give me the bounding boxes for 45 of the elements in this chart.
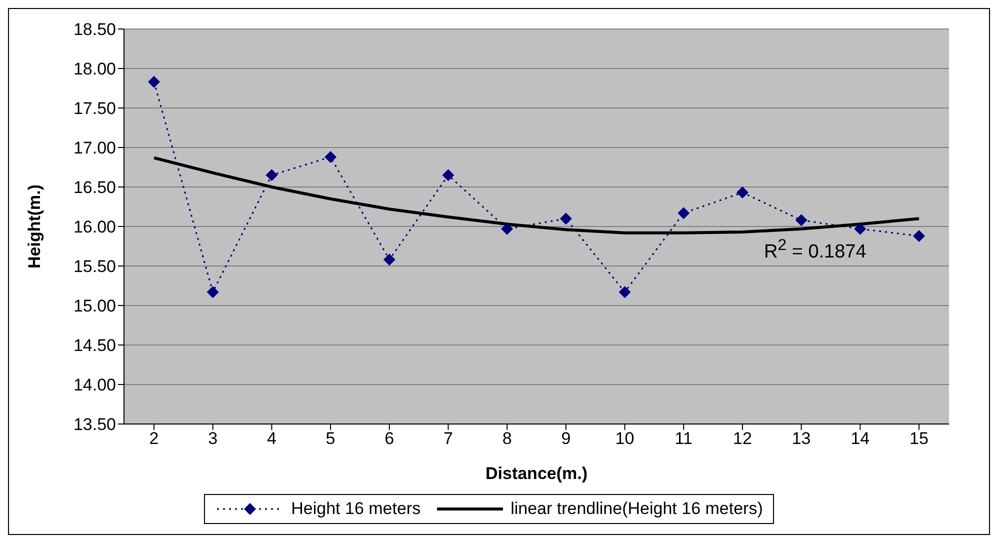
x-tick-label: 15	[910, 429, 928, 448]
point	[618, 286, 631, 298]
legend-label: Height 16 meters	[290, 499, 421, 519]
y-axis-title: Height(m.)	[25, 184, 44, 269]
point	[442, 169, 454, 182]
point	[266, 169, 278, 182]
point	[383, 254, 396, 266]
point	[678, 207, 690, 220]
x-axis-title: Distance(m.)	[485, 464, 588, 483]
x-tick-label: 7	[443, 429, 453, 448]
x-tick-label: 14	[850, 429, 870, 448]
y-tick-label: 18.00	[73, 60, 116, 79]
x-tick-label: 5	[326, 429, 336, 448]
y-tick-label: 15.00	[73, 296, 116, 316]
point	[736, 186, 748, 199]
x-tick-label: 11	[674, 429, 692, 448]
point	[560, 212, 572, 225]
x-tick-label: 12	[733, 429, 752, 448]
point	[501, 222, 514, 235]
x-tick-label: 6	[384, 429, 394, 448]
x-tick-label: 2	[149, 429, 159, 448]
y-tick-label: 16.00	[73, 218, 116, 237]
y-tick-label: 14.50	[73, 336, 116, 356]
x-tick-label: 9	[561, 429, 571, 448]
x-tick-label: 3	[208, 429, 218, 448]
legend-label: linear trendline(Height 16 meters)	[510, 499, 763, 519]
point	[324, 150, 337, 163]
x-tick-label: 13	[792, 429, 811, 448]
point	[148, 76, 160, 88]
y-tick-label: 15.50	[73, 257, 116, 276]
line-series	[152, 156, 920, 234]
y-tick-label: 14.00	[73, 376, 116, 395]
point	[795, 214, 808, 226]
point	[854, 222, 866, 235]
y-tick-label: 17.50	[73, 99, 116, 118]
point	[913, 230, 925, 242]
y-tick-label: 13.50	[73, 415, 116, 434]
point	[206, 286, 219, 298]
y-tick-label: 17.00	[73, 138, 116, 158]
x-tick-label: 10	[615, 429, 634, 448]
x-tick-label: 4	[266, 429, 276, 448]
annotation: R$^{2}$ = 0.1874	[764, 237, 866, 264]
y-tick-label: 18.50	[73, 20, 116, 40]
y-tick-label: 16.50	[73, 178, 116, 198]
x-tick-label: 8	[502, 429, 512, 448]
